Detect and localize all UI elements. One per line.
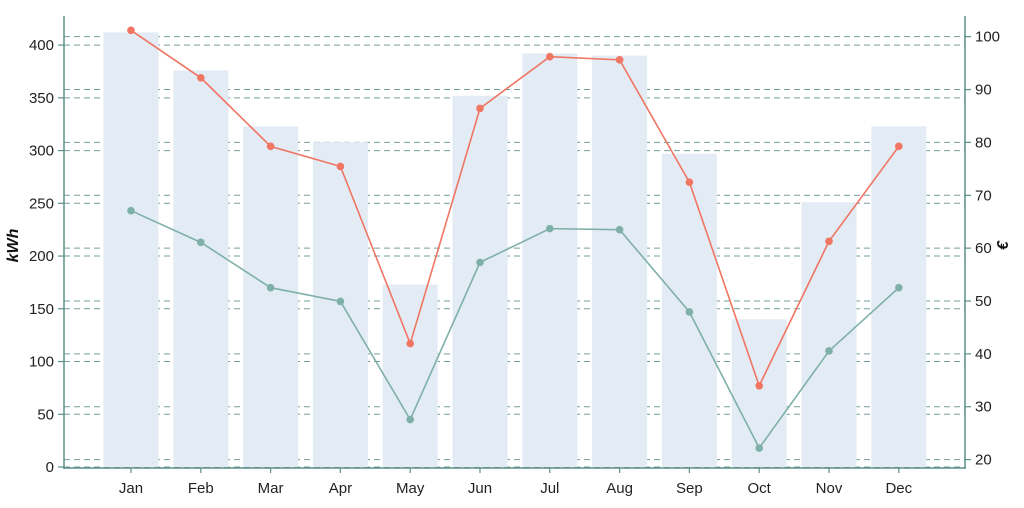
data-point [755, 381, 763, 390]
y-tick-label: 250 [29, 195, 54, 212]
y-tick-label: 350 [29, 90, 54, 107]
data-point [685, 178, 694, 187]
x-tick-label: Apr [329, 480, 352, 497]
x-tick-label: Mar [258, 480, 284, 497]
data-point [685, 308, 694, 316]
line-series [127, 26, 903, 452]
data-point [476, 104, 484, 113]
bar [103, 32, 159, 467]
x-tick-label: May [396, 480, 425, 497]
data-point [895, 142, 903, 151]
data-point [406, 415, 415, 424]
x-tick-label: Nov [816, 480, 843, 497]
y-tick-label: 100 [29, 354, 54, 371]
data-point [546, 224, 554, 233]
data-point [197, 238, 205, 247]
bar [871, 126, 927, 468]
y-tick-label: 50 [37, 406, 54, 423]
y-tick-label: 300 [29, 143, 54, 160]
data-point [615, 56, 624, 64]
data-point [336, 162, 345, 171]
data-point [266, 142, 275, 151]
series-line [130, 29, 900, 388]
data-point [266, 283, 275, 292]
data-point [546, 52, 554, 61]
bar [522, 53, 578, 468]
y2-tick-label: 60 [975, 240, 992, 257]
x-tick-label: Jun [468, 480, 492, 497]
bar [592, 55, 648, 468]
data-point [615, 225, 624, 234]
data-point [127, 206, 135, 215]
tick-labels: 0 50 100 150 200 250 300 350 400 20 30 40 50 60 70 80 90… [29, 29, 1000, 497]
data-point [755, 444, 763, 452]
y-axis-title: kWh [5, 228, 22, 262]
x-tick-label: Jul [540, 480, 559, 497]
y2-tick-label: 100 [975, 29, 1000, 46]
data-point [825, 237, 833, 246]
x-tick-label: Sep [676, 480, 703, 497]
y2-tick-label: 50 [975, 293, 992, 310]
x-tick-label: Oct [748, 480, 772, 497]
series-line [130, 209, 900, 450]
y2-axis-title: € [995, 240, 1012, 250]
y2-tick-label: 80 [975, 134, 992, 151]
y-tick-label: 200 [29, 248, 54, 265]
data-point [476, 258, 484, 267]
y2-tick-label: 30 [975, 399, 992, 416]
y-tick-label: 0 [46, 459, 54, 476]
data-point [895, 283, 903, 292]
data-point [127, 26, 135, 35]
x-tick-label: Aug [606, 480, 633, 497]
bar [452, 95, 508, 467]
data-point [406, 339, 415, 348]
data-point [336, 297, 345, 306]
y-tick-label: 400 [29, 37, 54, 54]
y2-tick-label: 20 [975, 452, 992, 469]
y2-tick-label: 40 [975, 346, 992, 363]
data-point [197, 73, 205, 82]
bar [243, 126, 299, 468]
x-tick-label: Dec [885, 480, 912, 497]
bar [731, 319, 787, 467]
y2-tick-label: 70 [975, 187, 992, 204]
axes [63, 16, 966, 469]
bar [382, 284, 438, 467]
x-tick-label: Jan [119, 480, 143, 497]
bar [173, 70, 229, 468]
data-point [825, 347, 833, 355]
x-tick-label: Feb [188, 480, 214, 497]
y-tick-label: 150 [29, 301, 54, 318]
y2-tick-label: 90 [975, 82, 992, 99]
